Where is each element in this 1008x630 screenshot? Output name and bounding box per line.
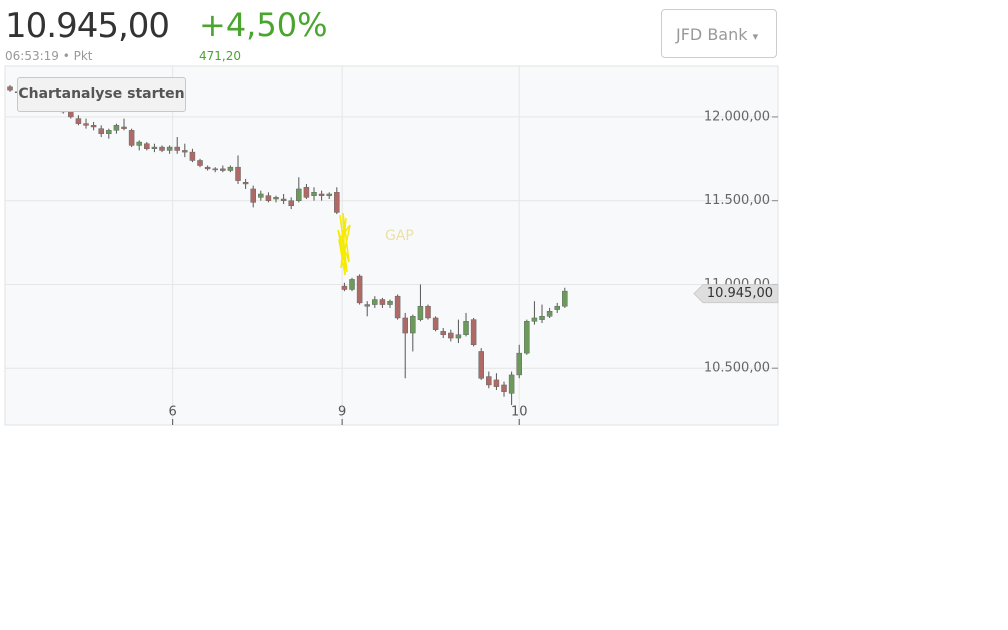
candle-body <box>189 151 196 161</box>
candle-body <box>531 317 538 322</box>
candle-body <box>83 123 89 126</box>
candle-body <box>220 168 226 171</box>
candle-body <box>75 118 82 124</box>
candle-body <box>311 192 317 196</box>
change-pct: +4,50% <box>199 6 328 44</box>
analysis-button[interactable]: Chartanalyse starten <box>17 77 186 112</box>
candle-body <box>402 317 408 334</box>
candle-body <box>546 311 553 317</box>
candle-body <box>204 166 211 170</box>
candle-body <box>501 384 507 392</box>
x-tick-label: 9 <box>338 405 346 420</box>
candle-body <box>334 192 340 213</box>
candle-body <box>242 182 249 185</box>
candle-body <box>379 299 386 305</box>
candle-body <box>7 86 13 91</box>
candle-body <box>524 321 530 354</box>
candle-body <box>113 125 120 131</box>
candle-body <box>341 285 348 290</box>
candle-body <box>448 332 454 339</box>
y-tick-label: 11.500,00 <box>704 193 770 208</box>
candle-body <box>68 111 74 118</box>
candle-body <box>258 193 264 198</box>
candle-body <box>151 146 158 150</box>
candle-body <box>174 146 180 151</box>
candle-body <box>410 316 416 334</box>
candle-body <box>486 376 492 386</box>
candle-body <box>326 193 332 196</box>
candle-body <box>455 334 462 339</box>
candle-body <box>372 299 378 305</box>
candle-body <box>554 305 560 310</box>
candle-body <box>144 143 150 150</box>
candle-body <box>364 304 370 307</box>
candle-body <box>197 160 203 166</box>
candle-body <box>349 279 355 290</box>
unit: Pkt <box>73 49 93 63</box>
candle-body <box>478 351 484 379</box>
candle-body <box>303 187 310 198</box>
candle-body <box>387 300 393 305</box>
candle-body <box>425 305 431 319</box>
last-price-tag <box>693 284 779 304</box>
candle-body <box>136 141 142 146</box>
candle-body <box>159 146 165 151</box>
candle-body <box>318 193 325 196</box>
candle-body <box>235 166 241 181</box>
candle-body <box>516 352 522 376</box>
candle-body <box>121 126 127 129</box>
candle-body <box>106 130 112 134</box>
last-price-label: 10.945,00 <box>707 286 773 301</box>
time: 06:53:19 <box>5 49 59 63</box>
candle-body <box>212 168 218 171</box>
candle-body <box>166 146 173 151</box>
candle-body <box>440 331 446 335</box>
candle-body <box>288 200 294 206</box>
change-abs: 471,20 <box>199 49 241 63</box>
provider-select[interactable]: JFD Bank ▾ <box>661 9 777 58</box>
candle-body <box>296 188 302 201</box>
candle-body <box>265 195 272 201</box>
candle-body <box>280 198 287 201</box>
candle-body <box>508 374 515 394</box>
highlight-scribble <box>337 212 351 276</box>
candle-body <box>562 290 568 307</box>
annotation: GAP <box>385 228 414 244</box>
y-tick-label: 10.500,00 <box>704 361 770 376</box>
candle-body <box>539 316 545 320</box>
candle-body <box>417 305 424 320</box>
candle-body <box>227 166 234 171</box>
candle-body <box>394 295 401 319</box>
candle-body <box>128 130 135 146</box>
candle-body <box>98 128 104 134</box>
x-tick-label: 10 <box>511 405 528 420</box>
x-tick-label: 6 <box>169 405 177 420</box>
candle-body <box>273 197 279 200</box>
candle-body <box>463 321 469 335</box>
candle-body <box>432 317 439 330</box>
time-row: 06:53:19 • Pkt <box>5 49 93 63</box>
candle-body <box>493 379 500 387</box>
candle-body <box>250 188 256 203</box>
candle-body <box>182 150 188 153</box>
plot-area <box>4 65 779 426</box>
provider: JFD Bank <box>676 25 748 44</box>
candle-body <box>90 125 97 128</box>
candle-body <box>356 275 363 304</box>
candle-body <box>470 319 477 346</box>
price: 10.945,00 <box>5 6 170 46</box>
y-tick-label: 12.000,00 <box>704 109 770 124</box>
